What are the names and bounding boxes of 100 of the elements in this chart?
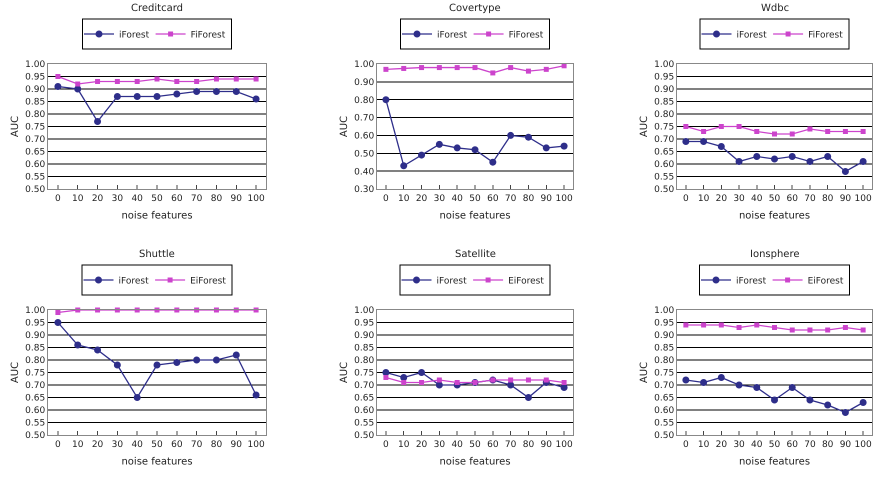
legend-label: iForest bbox=[736, 30, 768, 41]
x-axis-title: noise features bbox=[439, 210, 511, 222]
y-tick-label: 0.80 bbox=[25, 356, 46, 366]
point bbox=[252, 392, 260, 398]
x-tick-label: 40 bbox=[451, 194, 464, 204]
point bbox=[824, 402, 832, 408]
x-tick-label: 80 bbox=[210, 440, 222, 450]
y-tick-label: 0.70 bbox=[654, 381, 674, 392]
point bbox=[544, 66, 549, 72]
x-tick-label: 40 bbox=[131, 194, 144, 204]
x-tick-label: 30 bbox=[733, 194, 746, 204]
y-axis-title: AUC bbox=[339, 362, 350, 384]
point bbox=[134, 93, 141, 100]
point bbox=[771, 396, 778, 404]
x-tick-label: 0 bbox=[682, 440, 689, 450]
x-tick-label: 20 bbox=[416, 440, 428, 450]
y-axis-title: AUC bbox=[10, 116, 22, 138]
x-tick-label: 0 bbox=[55, 194, 62, 204]
x-tick-label: 0 bbox=[383, 194, 390, 204]
x-tick-label: 10 bbox=[72, 440, 84, 450]
x-tick-label: 100 bbox=[247, 194, 265, 204]
x-tick-label: 100 bbox=[854, 194, 872, 204]
x-tick-label: 0 bbox=[383, 440, 390, 450]
x-tick-label: 10 bbox=[398, 440, 410, 450]
point bbox=[489, 158, 496, 166]
point bbox=[807, 328, 812, 332]
y-tick-label: 0.90 bbox=[654, 331, 674, 342]
chart-title: Satellite bbox=[455, 249, 496, 260]
x-tick-label: 20 bbox=[92, 440, 104, 450]
point bbox=[788, 153, 796, 160]
legend-label: EiForest bbox=[508, 276, 544, 287]
y-axis-title: AUC bbox=[639, 362, 650, 384]
y-tick-label: 0.90 bbox=[25, 331, 46, 342]
point bbox=[682, 376, 690, 384]
point bbox=[736, 158, 743, 165]
point bbox=[252, 96, 260, 102]
x-tick-label: 50 bbox=[469, 440, 481, 450]
point bbox=[193, 356, 200, 364]
x-tick-label: 40 bbox=[751, 194, 763, 204]
x-tick-label: 80 bbox=[822, 194, 834, 204]
y-tick-label: 0.70 bbox=[354, 381, 374, 392]
x-tick-label: 10 bbox=[698, 194, 710, 204]
y-tick-label: 0.60 bbox=[654, 406, 674, 416]
point bbox=[114, 79, 120, 84]
point bbox=[526, 378, 531, 382]
point bbox=[234, 76, 239, 82]
point bbox=[173, 90, 180, 98]
x-tick-label: 90 bbox=[840, 194, 852, 204]
point bbox=[718, 124, 724, 129]
x-tick-label: 80 bbox=[822, 440, 834, 450]
x-tick-label: 90 bbox=[540, 440, 552, 450]
point bbox=[54, 83, 62, 90]
x-tick-label: 10 bbox=[698, 440, 710, 450]
y-tick-label: 0.75 bbox=[354, 368, 374, 379]
point bbox=[418, 152, 426, 159]
point bbox=[772, 325, 777, 330]
point bbox=[193, 88, 200, 95]
y-tick-label: 0.50 bbox=[354, 149, 374, 160]
y-tick-label: 0.60 bbox=[654, 160, 674, 170]
point bbox=[454, 380, 460, 385]
x-tick-label: 50 bbox=[469, 194, 481, 204]
point bbox=[842, 129, 848, 134]
point bbox=[683, 322, 688, 328]
point bbox=[55, 310, 60, 315]
x-tick-label: 50 bbox=[768, 194, 780, 204]
point bbox=[382, 96, 390, 104]
chart-title: Shuttle bbox=[139, 249, 175, 260]
x-tick-label: 60 bbox=[487, 440, 499, 450]
y-tick-label: 1.00 bbox=[654, 306, 674, 316]
point bbox=[701, 322, 706, 328]
point bbox=[806, 396, 814, 404]
y-tick-label: 0.50 bbox=[25, 431, 46, 442]
point bbox=[700, 379, 708, 386]
y-tick-label: 0.70 bbox=[354, 114, 374, 124]
point bbox=[824, 153, 832, 160]
y-tick-label: 0.80 bbox=[25, 110, 46, 120]
x-tick-label: 70 bbox=[504, 194, 517, 204]
y-tick-label: 0.95 bbox=[25, 72, 46, 83]
y-tick-label: 0.65 bbox=[25, 148, 46, 158]
point bbox=[560, 142, 568, 150]
y-tick-label: 1.00 bbox=[354, 306, 374, 316]
y-tick-label: 0.85 bbox=[25, 98, 46, 108]
point bbox=[508, 378, 514, 382]
y-tick-label: 0.50 bbox=[25, 185, 46, 196]
point bbox=[418, 369, 426, 376]
point bbox=[736, 124, 742, 129]
x-tick-label: 30 bbox=[112, 194, 124, 204]
y-tick-label: 1.00 bbox=[354, 60, 374, 70]
y-tick-label: 0.55 bbox=[25, 418, 46, 429]
point bbox=[436, 382, 443, 388]
x-tick-label: 100 bbox=[247, 440, 265, 450]
legend-label: iForest bbox=[119, 30, 150, 41]
y-tick-label: 0.50 bbox=[354, 431, 374, 442]
y-axis-title: AUC bbox=[339, 116, 350, 138]
x-axis-title: noise features bbox=[121, 456, 193, 468]
x-tick-label: 70 bbox=[190, 440, 203, 450]
y-tick-label: 0.75 bbox=[654, 368, 674, 379]
point bbox=[507, 382, 514, 388]
legend-label: iForest bbox=[437, 30, 468, 41]
y-tick-label: 0.65 bbox=[25, 394, 46, 404]
